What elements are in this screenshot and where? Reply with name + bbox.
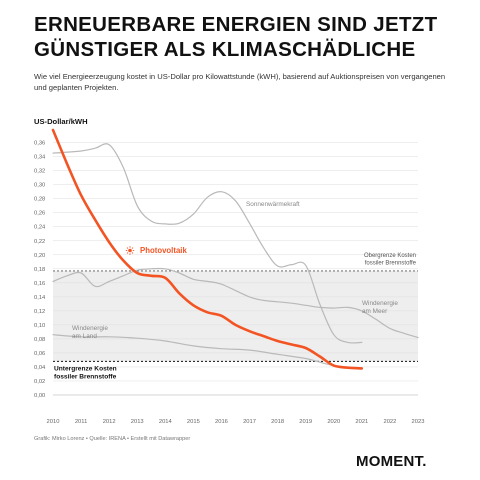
- sun-icon: [125, 246, 135, 255]
- series-line-windenergie-am-meer: [52, 267, 419, 339]
- x-tick-label: 2016: [215, 419, 228, 425]
- y-tick-label: 0,10: [34, 323, 45, 329]
- y-tick-label: 0,24: [34, 225, 46, 231]
- annotation-windenergie-am-land: am Land: [72, 333, 97, 340]
- series-line-photovoltaik: [51, 128, 364, 370]
- y-tick-label: 0,06: [34, 351, 45, 357]
- lower-limit-label: fossiler Brennstoffe: [54, 373, 117, 380]
- y-tick-label: 0,14: [34, 295, 46, 301]
- series-line-sonnenwaermekraft: [52, 143, 363, 344]
- y-axis-unit-label: US-Dollar/kWH: [34, 117, 88, 126]
- y-tick-label: 0,34: [34, 155, 46, 161]
- upper-limit-label: Obergrenze Kosten: [364, 253, 416, 259]
- y-tick-label: 0,26: [34, 211, 45, 217]
- y-tick-label: 0,22: [34, 239, 45, 245]
- series-line-windenergie-am-land: [52, 334, 363, 369]
- x-tick-label: 2020: [327, 419, 340, 425]
- x-tick-label: 2014: [159, 419, 173, 425]
- annotation-photovoltaik: Photovoltaik: [140, 246, 187, 255]
- chart-subtitle: Wie viel Energieerzeugung kostet in US-D…: [34, 72, 446, 92]
- y-tick-label: 0,30: [34, 183, 45, 189]
- title-line-1: Erneuerbare Energien sind jetzt: [34, 13, 438, 36]
- y-tick-label: 0,18: [34, 267, 45, 273]
- x-tick-label: 2011: [75, 419, 87, 425]
- annotation-windenergie-am-land: Windenergie: [72, 325, 108, 332]
- y-tick-label: 0,08: [34, 337, 45, 343]
- y-tick-label: 0,00: [34, 393, 45, 399]
- x-tick-label: 2023: [412, 419, 425, 425]
- annotation-sonnenwaermekraft: Sonnenwärmekraft: [246, 201, 300, 208]
- y-tick-label: 0,36: [34, 141, 45, 147]
- x-tick-label: 2022: [383, 419, 396, 425]
- moment-logo: MOMENT.: [356, 453, 427, 470]
- y-tick-label: 0,02: [34, 379, 45, 385]
- y-tick-label: 0,12: [34, 309, 45, 315]
- chart-title: Erneuerbare Energien sind jetzt günstige…: [34, 12, 454, 62]
- fossil-cost-band: [53, 270, 418, 362]
- x-tick-label: 2015: [187, 419, 200, 425]
- y-tick-label: 0,04: [34, 365, 46, 371]
- source-credit: Grafik: Mirko Lorenz • Quelle: IRENA • E…: [34, 436, 191, 442]
- y-tick-label: 0,20: [34, 253, 45, 259]
- title-line-2: günstiger als klimaschädliche: [34, 38, 416, 61]
- y-tick-label: 0,28: [34, 197, 45, 203]
- x-tick-label: 2017: [243, 419, 256, 425]
- x-tick-label: 2012: [103, 419, 116, 425]
- lower-limit-label: Untergrenze Kosten: [54, 365, 117, 372]
- x-tick-label: 2018: [271, 419, 284, 425]
- x-tick-label: 2010: [47, 419, 60, 425]
- annotation-windenergie-am-meer: am Meer: [362, 308, 388, 315]
- upper-limit-label: fossiler Brennstoffe: [365, 260, 417, 266]
- x-tick-label: 2021: [355, 419, 368, 425]
- x-tick-label: 2013: [131, 419, 144, 425]
- y-tick-label: 0,16: [34, 281, 45, 287]
- annotation-windenergie-am-meer: Windenergie: [362, 300, 398, 307]
- y-tick-label: 0,32: [34, 169, 45, 175]
- x-tick-label: 2019: [299, 419, 312, 425]
